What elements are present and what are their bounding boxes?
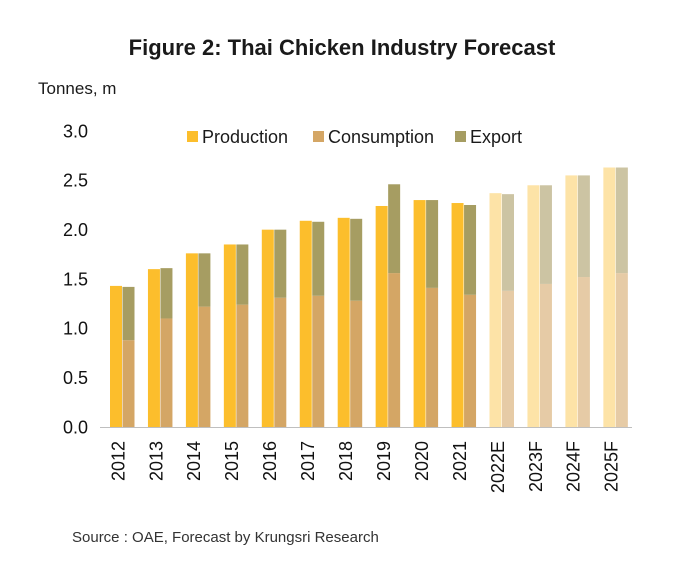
y-tick-label: 3.0 (63, 121, 88, 141)
bar-group-2015 (223, 244, 249, 427)
legend: Production Consumption Export (187, 127, 522, 147)
source-note: Source : OAE, Forecast by Krungsri Resea… (72, 529, 379, 546)
bar-consumption-2012 (122, 340, 135, 427)
bar-consumption-2016 (274, 297, 287, 427)
bar-group-2020 (413, 200, 439, 427)
bar-export-2017 (312, 221, 325, 296)
bar-production-2023f (527, 185, 540, 427)
legend-swatch (313, 131, 324, 142)
y-tick-label: 0.0 (63, 417, 88, 437)
bar-group-2017 (299, 220, 325, 427)
x-axis-ticks: 2012 2013 2014 2015 2016 2017 2018 2019 2020 2021… (108, 441, 621, 493)
bar-production-2016 (261, 229, 274, 427)
legend-label: Consumption (328, 127, 434, 147)
bar-group-2013 (147, 268, 173, 427)
x-tick-label: 2012 (108, 441, 128, 481)
bar-group-2016 (261, 229, 287, 427)
bar-export-2013 (160, 268, 173, 319)
bar-production-2015 (223, 244, 236, 427)
legend-swatch (455, 131, 466, 142)
x-tick-label: 2021 (450, 441, 470, 481)
bar-production-2013 (147, 269, 160, 427)
bar-consumption-2015 (236, 304, 249, 427)
bar-group-2025f (603, 167, 628, 428)
bar-consumption-2025f (615, 273, 628, 427)
bar-consumption-2023f (539, 283, 552, 427)
x-tick-label: 2022E (488, 441, 508, 493)
bar-production-2014 (185, 253, 198, 427)
bar-group-2018 (337, 217, 363, 427)
x-tick-label: 2023F (526, 441, 546, 492)
bar-export-2015 (236, 244, 249, 305)
bar-production-2024f (565, 175, 578, 427)
legend-swatch (187, 131, 198, 142)
bar-consumption-2024f (577, 277, 590, 427)
bar-production-2019 (375, 205, 388, 427)
bar-production-2017 (299, 220, 312, 427)
bar-export-2018 (350, 218, 363, 301)
x-tick-label: 2020 (412, 441, 432, 481)
y-tick-label: 2.0 (63, 220, 88, 240)
bar-export-2012 (122, 286, 135, 341)
bar-consumption-2020 (426, 287, 439, 427)
y-tick-label: 2.5 (63, 171, 88, 191)
x-tick-label: 2018 (336, 441, 356, 481)
x-tick-label: 2013 (146, 441, 166, 481)
x-tick-label: 2025F (602, 441, 622, 492)
bar-production-2018 (337, 217, 350, 427)
legend-item-export: Export (455, 127, 522, 147)
bar-export-2025f (615, 167, 628, 274)
bar-consumption-2019 (388, 273, 401, 427)
bar-consumption-2017 (312, 295, 325, 427)
y-axis-ticks: 0.0 0.5 1.0 1.5 2.0 2.5 3.0 (63, 121, 88, 437)
bar-export-2024f (577, 175, 590, 278)
bar-group-2021 (451, 203, 477, 427)
y-tick-label: 0.5 (63, 368, 88, 388)
bar-group-2019 (375, 184, 401, 427)
bar-production-2022e (489, 193, 502, 427)
y-tick-label: 1.5 (63, 269, 88, 289)
x-tick-label: 2024F (564, 441, 584, 492)
x-tick-label: 2015 (222, 441, 242, 481)
bar-export-2020 (426, 200, 439, 288)
chart-title: Figure 2: Thai Chicken Industry Forecast (129, 35, 556, 60)
bar-production-2020 (413, 200, 426, 427)
y-axis-label: Tonnes, m (38, 79, 116, 98)
bar-export-2019 (388, 184, 401, 274)
bar-group-2014 (185, 253, 211, 427)
bar-group-2023f (527, 185, 552, 427)
y-tick-label: 1.0 (63, 319, 88, 339)
bar-production-2021 (451, 203, 464, 427)
bar-consumption-2018 (350, 300, 363, 427)
legend-label: Export (470, 127, 522, 147)
bar-group-2022e (489, 193, 514, 427)
bar-export-2016 (274, 229, 287, 298)
bar-consumption-2021 (464, 294, 477, 427)
x-tick-label: 2017 (298, 441, 318, 481)
bar-group-2012 (110, 285, 135, 427)
bar-consumption-2014 (198, 306, 211, 427)
x-tick-label: 2016 (260, 441, 280, 481)
bar-consumption-2022e (502, 290, 514, 427)
bar-production-2012 (110, 285, 122, 427)
x-tick-label: 2014 (184, 441, 204, 481)
legend-item-production: Production (187, 127, 288, 147)
bar-export-2021 (464, 205, 477, 295)
bar-production-2025f (603, 167, 616, 428)
bar-export-2023f (539, 185, 552, 284)
legend-item-consumption: Consumption (313, 127, 434, 147)
bar-consumption-2013 (160, 318, 173, 427)
bar-export-2014 (198, 253, 211, 307)
x-tick-label: 2019 (374, 441, 394, 481)
bar-group-2024f (565, 175, 590, 427)
bar-export-2022e (502, 194, 514, 291)
bars (110, 167, 628, 428)
legend-label: Production (202, 127, 288, 147)
